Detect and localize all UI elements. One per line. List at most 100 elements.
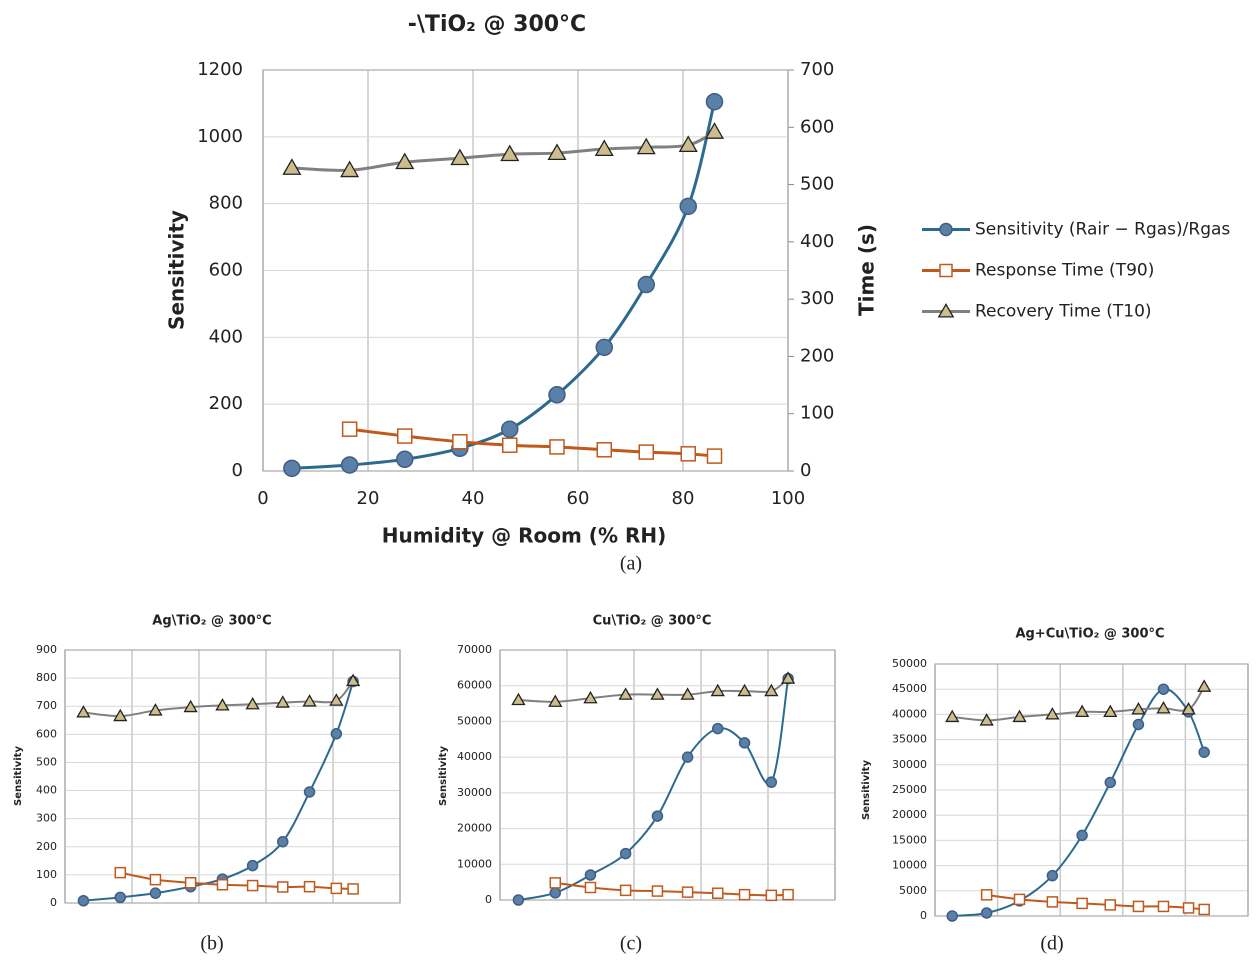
- y-tick-label: 0: [50, 896, 57, 909]
- point: [77, 895, 90, 907]
- y-tick-label: 10000: [457, 857, 492, 870]
- point: [712, 722, 724, 735]
- legend-label: Sensitivity (Rair − Rgas)/Rgas: [975, 220, 1230, 240]
- point: [704, 122, 725, 139]
- y-tick-label: 45000: [892, 682, 927, 695]
- series-line: [518, 678, 790, 901]
- point: [1046, 869, 1059, 882]
- y2-axis-label: Time (s): [855, 224, 879, 316]
- point: [1198, 903, 1210, 916]
- y-tick-label: 800: [36, 671, 57, 684]
- y2-tick-label: 600: [800, 116, 834, 137]
- y-tick-label: 300: [36, 812, 57, 825]
- x-tick-label: 0: [257, 488, 268, 509]
- point: [1132, 718, 1145, 731]
- y-axis-label: Sensitivity: [13, 746, 24, 806]
- x-tick-label: 20: [357, 488, 380, 509]
- point: [303, 786, 316, 798]
- point: [184, 877, 197, 889]
- point: [340, 160, 360, 178]
- point: [183, 699, 198, 713]
- point: [651, 810, 664, 822]
- point: [216, 878, 229, 891]
- point: [340, 456, 359, 474]
- y-tick-label: 20000: [892, 808, 927, 821]
- point: [980, 889, 993, 901]
- x-axis-label: Humidity @ Room (% RH): [382, 524, 666, 548]
- point: [1012, 709, 1027, 723]
- point: [397, 428, 413, 444]
- plot-frame: [262, 69, 789, 472]
- x-tick-label: 80: [672, 488, 695, 509]
- y-tick-label: 35000: [892, 733, 927, 746]
- point: [113, 708, 128, 722]
- chart-title: -\TiO₂ @ 300°C: [408, 12, 586, 37]
- caption: (c): [620, 933, 642, 955]
- y-tick-label: 30000: [457, 786, 492, 799]
- point: [501, 420, 519, 438]
- caption: (a): [620, 553, 642, 575]
- y-tick-label: 40000: [892, 707, 927, 720]
- y-tick-label: 15000: [892, 833, 927, 846]
- y-tick-label: 10000: [892, 859, 927, 872]
- point: [1013, 893, 1026, 906]
- point: [149, 887, 162, 899]
- point: [681, 751, 694, 763]
- y-axis-label: Sensitivity: [438, 746, 449, 806]
- point: [738, 888, 751, 901]
- point: [1104, 899, 1117, 911]
- y2-tick-label: 300: [800, 288, 834, 309]
- point: [1198, 746, 1210, 758]
- y2-tick-label: 0: [800, 460, 811, 481]
- y2-tick-label: 500: [800, 174, 834, 195]
- point: [549, 439, 565, 455]
- point: [549, 877, 562, 889]
- y-tick-label: 60000: [457, 679, 492, 692]
- point: [1104, 776, 1117, 789]
- y-axis-label: Sensitivity: [861, 760, 872, 820]
- x-tick-label: 40: [462, 488, 485, 509]
- point: [680, 446, 696, 462]
- point: [345, 673, 361, 687]
- y-tick-label: 40000: [457, 750, 492, 763]
- point: [1156, 701, 1171, 714]
- point: [114, 866, 127, 879]
- point: [979, 713, 994, 726]
- point: [502, 437, 518, 453]
- chart: 0 100 200 300 400 500 600 700 800 900 Ag\TiO₂ @ 30…: [13, 614, 401, 955]
- y2-tick-label: 200: [800, 345, 834, 366]
- point: [636, 137, 656, 155]
- y-tick-label: 400: [209, 326, 243, 347]
- point: [149, 873, 162, 886]
- y-tick-label: 0: [920, 909, 927, 922]
- point: [76, 705, 91, 718]
- point: [302, 694, 317, 707]
- y-tick-label: 700: [36, 699, 57, 712]
- y-tick-label: 200: [209, 393, 243, 414]
- point: [780, 671, 796, 684]
- y-tick-label: 5000: [899, 884, 927, 897]
- point: [1157, 900, 1170, 913]
- point: [283, 459, 301, 478]
- point: [1131, 702, 1146, 715]
- y-tick-label: 1200: [197, 59, 243, 80]
- point: [712, 887, 724, 899]
- point: [547, 143, 567, 161]
- y-tick-label: 20000: [457, 822, 492, 835]
- point: [512, 894, 525, 906]
- y-tick-label: 30000: [892, 758, 927, 771]
- point: [765, 776, 778, 788]
- point: [277, 881, 289, 893]
- point: [583, 690, 598, 704]
- point: [584, 869, 597, 881]
- point: [1103, 704, 1118, 718]
- y-tick-label: 25000: [892, 783, 927, 796]
- point: [1076, 897, 1088, 910]
- plot-frame: [64, 649, 401, 904]
- point: [937, 302, 955, 318]
- point: [215, 698, 230, 711]
- point: [282, 158, 302, 175]
- point: [710, 683, 725, 697]
- point: [939, 222, 953, 237]
- y-tick-label: 0: [485, 893, 492, 906]
